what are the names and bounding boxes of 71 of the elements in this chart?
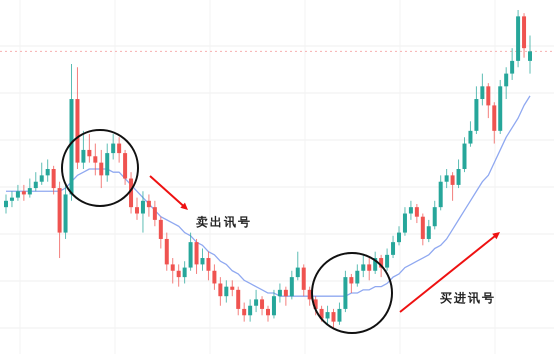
candlestick (194, 238, 199, 274)
candlestick (111, 134, 116, 160)
candlestick (355, 264, 360, 288)
candlestick (349, 273, 354, 294)
candlestick (420, 213, 425, 246)
candlestick (218, 276, 222, 306)
candlestick (200, 248, 204, 272)
candlestick (117, 136, 122, 164)
candlestick (414, 203, 419, 224)
candlestick (367, 258, 372, 281)
candlestick (296, 251, 300, 281)
candlestick (391, 235, 396, 259)
candlestick (290, 270, 294, 300)
candlestick (308, 286, 312, 306)
annotation: 买进讯号 (440, 291, 496, 305)
candlestick (468, 120, 472, 148)
candlestick (397, 226, 401, 246)
candlestick (260, 296, 264, 316)
candlestick (170, 258, 175, 284)
candlestick (10, 190, 14, 208)
candlestick (46, 158, 50, 182)
candlestick (93, 143, 98, 176)
candlestick (158, 216, 163, 249)
candlestick (16, 184, 20, 202)
candlestick (140, 190, 145, 234)
candlestick (52, 165, 56, 195)
candlestick (450, 172, 455, 202)
candlestick (230, 280, 234, 297)
candlestick (254, 289, 258, 313)
candlestick (426, 219, 431, 243)
candlestick (182, 260, 187, 284)
candlestick (99, 149, 104, 189)
candlestick (272, 289, 276, 319)
candlestick (326, 305, 330, 326)
candlestick (278, 282, 282, 304)
candlestick (361, 254, 366, 278)
candlestick (510, 48, 514, 80)
candlestick (105, 143, 110, 182)
candlestick (81, 130, 86, 170)
candlestick (34, 172, 38, 192)
candlestick (504, 66, 508, 100)
candlestick (242, 302, 246, 322)
candlestick (22, 184, 26, 202)
candlestick (486, 82, 490, 119)
candlestick (248, 298, 252, 322)
candlestick (402, 206, 407, 236)
candlestick (152, 200, 157, 227)
candlestick (87, 134, 92, 164)
candlestick (28, 178, 32, 198)
candlestick (146, 194, 151, 218)
candlestick (266, 305, 270, 322)
candlestick (444, 168, 449, 189)
candlestick (332, 308, 336, 328)
candlestick (408, 200, 413, 220)
candlestick (480, 73, 484, 106)
candlestick (40, 162, 44, 186)
candlestick (302, 264, 306, 297)
candlestick (206, 251, 210, 281)
candlestick (284, 286, 288, 306)
candlestick (337, 302, 342, 326)
candlestick (236, 286, 240, 316)
candlestick (176, 264, 181, 288)
candlestick (432, 200, 437, 230)
candlestick (4, 194, 8, 214)
candlestick (224, 280, 228, 304)
candlestick (456, 158, 461, 189)
candlestick (135, 197, 139, 220)
annotation: 卖出讯号 (196, 215, 252, 229)
candlestick (528, 34, 532, 74)
candlestick (385, 248, 390, 272)
candlestick (212, 264, 216, 290)
